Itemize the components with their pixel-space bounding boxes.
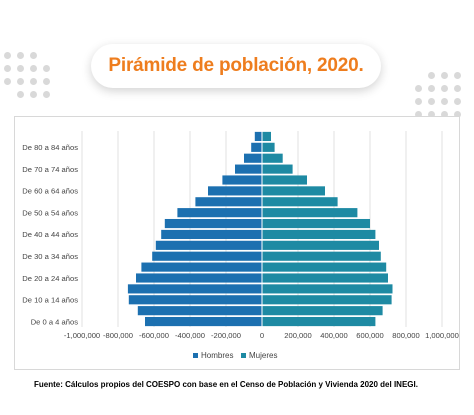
bar-mujeres: [262, 262, 387, 272]
decorative-dot: [43, 91, 50, 98]
page-title: Pirámide de población, 2020.: [108, 55, 364, 76]
bar-hombres: [222, 175, 262, 185]
decorative-dot: [30, 65, 37, 72]
bar-hombres: [254, 131, 262, 142]
decorative-dot: [415, 98, 422, 105]
bar-mujeres: [262, 284, 393, 294]
legend-label-hombres: Hombres: [201, 351, 233, 360]
y-tick-label: De 0 a 4 años: [31, 317, 78, 326]
bar-hombres: [235, 164, 262, 174]
x-tick-label: 1,000,000: [425, 331, 459, 340]
bar-mujeres: [262, 142, 275, 152]
bar-hombres: [161, 229, 262, 240]
decorative-dot: [4, 78, 11, 85]
y-tick-label: De 50 a 54 años: [22, 208, 78, 217]
decorative-dot: [428, 72, 435, 79]
bar-mujeres: [262, 229, 376, 240]
decorative-dot: [17, 78, 24, 85]
decorative-dot: [415, 111, 422, 118]
chart-svg: -1,000,000 -800,000 -600,000 -400,000 -200,0…: [22, 131, 459, 360]
bar-hombres: [128, 295, 262, 305]
decorative-dot: [454, 111, 461, 118]
decorative-dot: [17, 65, 24, 72]
x-tick-label: -1,000,000: [64, 331, 100, 340]
decorative-dot: [454, 72, 461, 79]
y-tick-label: De 20 a 24 años: [22, 274, 78, 283]
x-tick-label: 800,000: [392, 331, 419, 340]
x-tick-label: 0: [260, 331, 264, 340]
bar-hombres: [137, 306, 262, 316]
decorative-dot: [428, 98, 435, 105]
y-tick-label: De 60 a 64 años: [22, 187, 78, 196]
x-tick-label: -200,000: [211, 331, 241, 340]
legend-swatch-mujeres: [241, 353, 246, 358]
y-tick-label: De 40 a 44 años: [22, 230, 78, 239]
population-pyramid-chart: -1,000,000 -800,000 -600,000 -400,000 -200,0…: [14, 116, 460, 370]
x-tick-label: -600,000: [139, 331, 169, 340]
bar-hombres: [177, 208, 262, 218]
bar-hombres: [136, 273, 262, 283]
decorative-dot: [441, 111, 448, 118]
bar-mujeres: [262, 208, 358, 218]
bar-mujeres: [262, 251, 381, 261]
bar-mujeres: [262, 218, 370, 229]
bar-hombres: [152, 251, 262, 261]
bar-mujeres: [262, 164, 293, 174]
decorative-dot: [30, 52, 37, 59]
bar-hombres: [244, 153, 262, 163]
bar-hombres: [155, 240, 262, 250]
decorative-dot: [454, 98, 461, 105]
decorative-dot: [4, 65, 11, 72]
bar-hombres: [164, 218, 262, 229]
y-tick-label: De 70 a 74 años: [22, 165, 78, 174]
decorative-dot: [428, 111, 435, 118]
bar-hombres: [195, 197, 262, 207]
x-tick-label: 600,000: [356, 331, 383, 340]
legend-label-mujeres: Mujeres: [249, 351, 277, 360]
decorative-dot: [415, 85, 422, 92]
bar-mujeres: [262, 273, 388, 283]
decorative-dot: [30, 78, 37, 85]
x-tick-label: -400,000: [175, 331, 205, 340]
x-tick-label: 400,000: [320, 331, 347, 340]
x-tick-label: -800,000: [103, 331, 133, 340]
decorative-dot: [441, 98, 448, 105]
decorative-dot: [441, 72, 448, 79]
bar-mujeres: [262, 186, 325, 196]
x-tick-label: 200,000: [284, 331, 311, 340]
source-note: Fuente: Cálculos propios del COESPO con …: [34, 380, 418, 389]
decorative-dot: [441, 85, 448, 92]
y-tick-label: De 30 a 34 años: [22, 252, 78, 261]
legend-swatch-hombres: [193, 353, 198, 358]
bar-mujeres: [262, 175, 307, 185]
bar-hombres: [251, 142, 262, 152]
decorative-dot: [454, 85, 461, 92]
decorative-dot: [30, 91, 37, 98]
title-banner: Pirámide de población, 2020.: [91, 44, 381, 88]
bar-hombres: [141, 262, 262, 272]
decorative-dot: [4, 52, 11, 59]
bar-mujeres: [262, 306, 383, 316]
decorative-dot: [43, 65, 50, 72]
decorative-dot: [17, 52, 24, 59]
y-tick-label: De 10 a 14 años: [22, 296, 78, 305]
bar-mujeres: [262, 197, 338, 207]
bar-mujeres: [262, 316, 376, 327]
bar-mujeres: [262, 153, 283, 163]
bar-hombres: [208, 186, 262, 196]
decorative-dot: [43, 78, 50, 85]
bar-mujeres: [262, 131, 271, 142]
y-tick-label: De 80 a 84 años: [22, 143, 78, 152]
decorative-dot: [17, 91, 24, 98]
bar-mujeres: [262, 295, 392, 305]
bar-hombres: [127, 284, 263, 294]
bar-mujeres: [262, 240, 379, 250]
decorative-dot: [428, 85, 435, 92]
bar-hombres: [145, 316, 262, 327]
